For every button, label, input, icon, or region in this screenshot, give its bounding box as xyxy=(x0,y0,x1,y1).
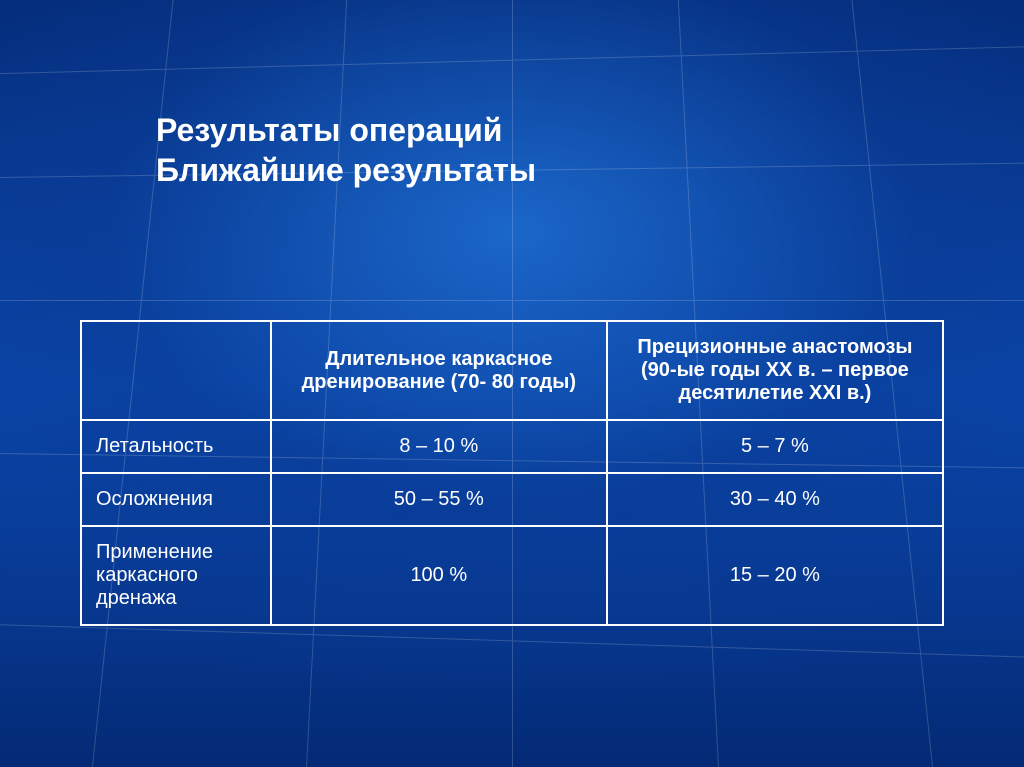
row-label: Применение каркасного дренажа xyxy=(81,526,271,625)
table-header-row: Длительное каркасное дренирование (70- 8… xyxy=(81,321,943,420)
slide-title: Результаты операций Ближайшие результаты xyxy=(156,110,536,190)
table-row: Применение каркасного дренажа 100 % 15 –… xyxy=(81,526,943,625)
cell: 15 – 20 % xyxy=(607,526,943,625)
title-line-1: Результаты операций xyxy=(156,110,536,150)
header-empty xyxy=(81,321,271,420)
table-row: Летальность 8 – 10 % 5 – 7 % xyxy=(81,420,943,473)
cell: 8 – 10 % xyxy=(271,420,607,473)
cell: 5 – 7 % xyxy=(607,420,943,473)
header-col-2: Прецизионные анастомозы (90-ые годы XX в… xyxy=(607,321,943,420)
cell: 50 – 55 % xyxy=(271,473,607,526)
row-label: Осложнения xyxy=(81,473,271,526)
slide: Результаты операций Ближайшие результаты… xyxy=(0,0,1024,767)
cell: 100 % xyxy=(271,526,607,625)
row-label: Летальность xyxy=(81,420,271,473)
header-col-1: Длительное каркасное дренирование (70- 8… xyxy=(271,321,607,420)
title-line-2: Ближайшие результаты xyxy=(156,150,536,190)
cell: 30 – 40 % xyxy=(607,473,943,526)
results-table: Длительное каркасное дренирование (70- 8… xyxy=(80,320,944,626)
table-row: Осложнения 50 – 55 % 30 – 40 % xyxy=(81,473,943,526)
